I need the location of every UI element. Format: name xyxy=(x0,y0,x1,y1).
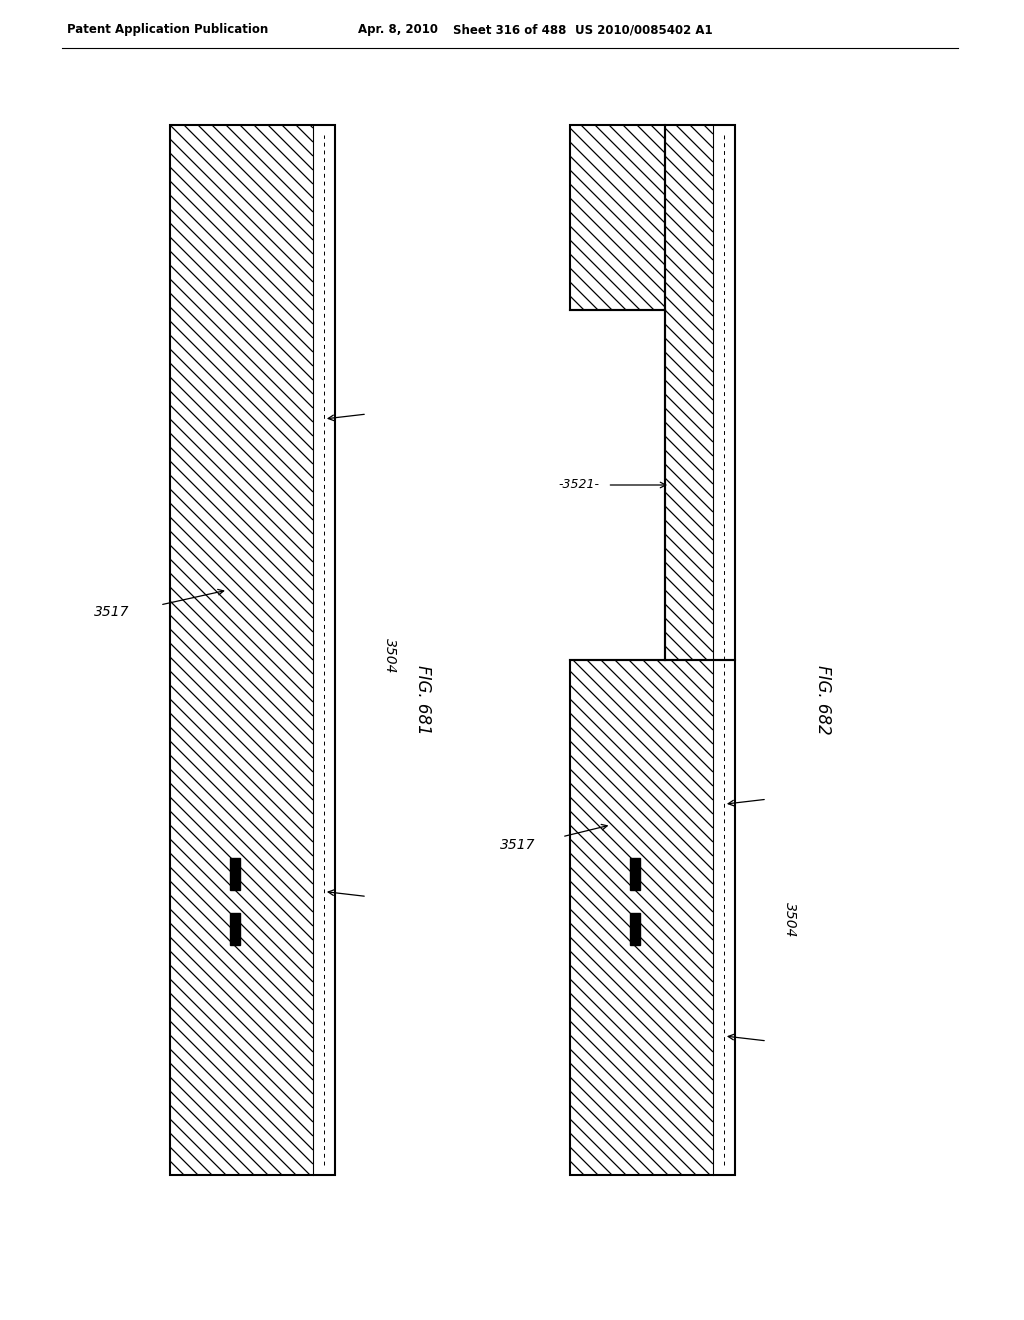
Bar xyxy=(170,125,335,1175)
Bar xyxy=(170,125,335,1175)
Bar xyxy=(630,858,640,890)
Text: 3517: 3517 xyxy=(94,605,130,619)
Text: Sheet 316 of 488: Sheet 316 of 488 xyxy=(453,24,566,37)
Bar xyxy=(570,125,665,310)
Bar xyxy=(570,660,735,1175)
Bar xyxy=(630,913,640,945)
Text: US 2010/0085402 A1: US 2010/0085402 A1 xyxy=(575,24,713,37)
Text: Apr. 8, 2010: Apr. 8, 2010 xyxy=(358,24,438,37)
Text: FIG. 681: FIG. 681 xyxy=(414,665,432,735)
Text: 3517: 3517 xyxy=(501,838,536,851)
Text: -3521-: -3521- xyxy=(558,479,599,491)
Bar xyxy=(230,858,240,890)
Text: 3504: 3504 xyxy=(783,903,797,937)
Text: FIG. 682: FIG. 682 xyxy=(814,665,831,735)
Text: 3504: 3504 xyxy=(383,638,397,673)
Bar xyxy=(570,660,735,1175)
Bar xyxy=(230,913,240,945)
Text: Patent Application Publication: Patent Application Publication xyxy=(67,24,268,37)
Bar xyxy=(570,125,665,310)
Bar xyxy=(665,125,735,660)
Bar xyxy=(665,125,735,660)
